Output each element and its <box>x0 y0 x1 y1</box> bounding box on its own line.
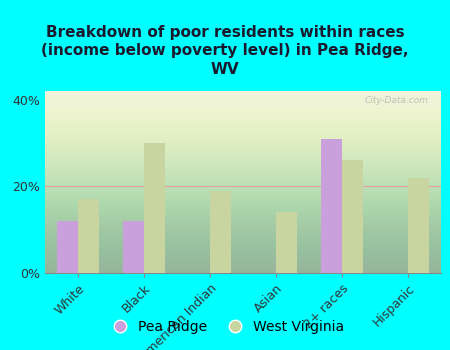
Text: City-Data.com: City-Data.com <box>365 97 429 105</box>
Bar <box>342 160 363 273</box>
Bar <box>57 221 78 273</box>
Bar <box>321 139 342 273</box>
Bar <box>408 178 429 273</box>
Bar <box>210 191 231 273</box>
Text: Breakdown of poor residents within races
(income below poverty level) in Pea Rid: Breakdown of poor residents within races… <box>41 25 409 77</box>
Bar <box>276 212 297 273</box>
Bar <box>144 143 165 273</box>
Bar <box>78 199 99 273</box>
Bar <box>123 221 144 273</box>
Legend: Pea Ridge, West Virginia: Pea Ridge, West Virginia <box>100 314 350 340</box>
